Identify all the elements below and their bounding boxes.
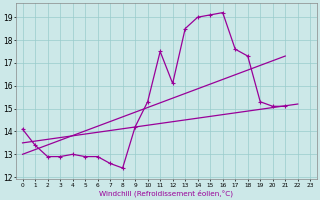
X-axis label: Windchill (Refroidissement éolien,°C): Windchill (Refroidissement éolien,°C) [100,189,233,197]
